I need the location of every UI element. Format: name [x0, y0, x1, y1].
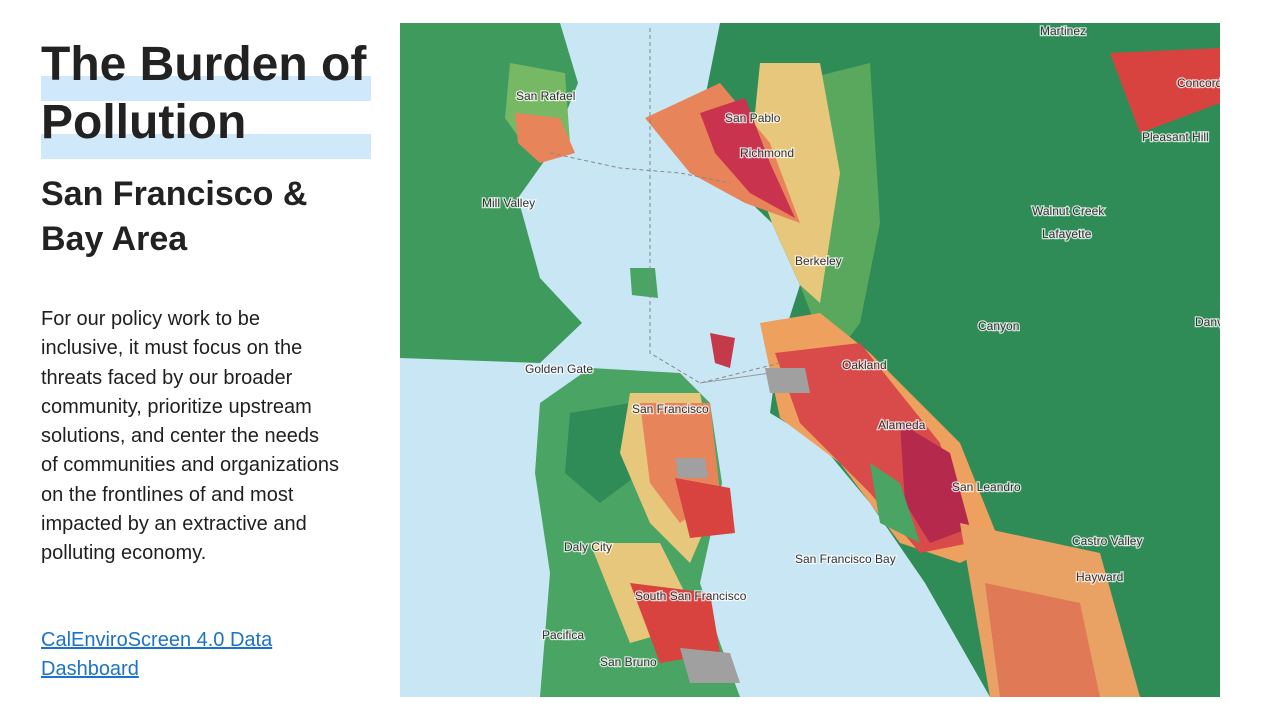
- map-label: Mill Valley: [482, 196, 535, 210]
- map: Martinez Concord Pleasant Hill San Rafael Sa…: [400, 23, 1220, 697]
- map-label: Golden Gate: [525, 362, 593, 376]
- dashboard-link[interactable]: CalEnviroScreen 4.0 Data Dashboard: [41, 629, 273, 681]
- map-label: Martinez: [1040, 24, 1086, 38]
- map-label: South San Francisco: [635, 589, 747, 603]
- body-text: For our policy work to be inclusive, it …: [41, 308, 339, 565]
- map-label: Pacifica: [542, 628, 584, 642]
- title-highlight: [41, 134, 371, 159]
- map-label: San Leandro: [952, 480, 1021, 494]
- subtitle: San Francisco & Bay Area: [41, 175, 308, 258]
- map-label: Canyon: [978, 319, 1019, 333]
- map-label: Hayward: [1076, 570, 1123, 584]
- map-label: San Francisco: [632, 402, 709, 416]
- map-label: Alameda: [878, 418, 926, 432]
- map-label: San Rafael: [516, 89, 575, 103]
- title-highlight: [41, 76, 371, 101]
- map-label: Pleasant Hill: [1142, 130, 1209, 144]
- map-label: Richmond: [740, 146, 794, 160]
- map-label: Oakland: [842, 358, 887, 372]
- title: The Burden of Pollution: [41, 38, 367, 149]
- map-label: Walnut Creek: [1032, 204, 1105, 218]
- map-label: San Francisco Bay: [795, 552, 896, 566]
- map-label: Lafayette: [1042, 227, 1092, 241]
- map-label: Concord: [1177, 76, 1220, 90]
- map-label: Berkeley: [795, 254, 842, 268]
- map-label: San Bruno: [600, 655, 657, 669]
- map-label: Danville: [1195, 315, 1220, 329]
- map-label: Castro Valley: [1072, 534, 1142, 548]
- map-label: San Pablo: [725, 111, 781, 125]
- map-label: Daly City: [564, 540, 612, 554]
